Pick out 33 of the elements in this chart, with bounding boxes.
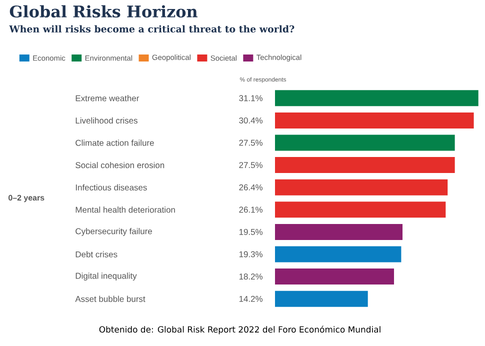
y-tick-label: Infectious diseases (76, 184, 147, 190)
data-label: 27.5% (239, 140, 263, 146)
bar (275, 157, 455, 174)
bar (275, 246, 402, 262)
data-label: 30.4% (239, 117, 263, 124)
text: Obtenido de: Global Risk Report 2022 del Foro Económico Mundial (99, 326, 380, 334)
y-tick-label: Climate action failure (76, 140, 154, 146)
data-label: 19.5% (239, 228, 263, 235)
y-tick-label: Mental health deterioration (76, 206, 175, 213)
text: When will risks become a critical threat to the world? (9, 25, 294, 33)
y-tick-label: Asset bubble burst (75, 296, 146, 302)
data-label: 31.1% (239, 95, 263, 102)
bar (275, 112, 474, 128)
y-tick-label: Extreme weather (76, 95, 140, 102)
y-tick-label: Livelihood crises (76, 117, 138, 124)
data-label: 26.1% (239, 206, 263, 213)
bar (275, 179, 448, 196)
y-tick-label: Social cohesion erosion (76, 162, 164, 168)
data-label: 19.3% (239, 251, 263, 258)
bar (275, 290, 368, 307)
y-tick-label: Cybersecurity failure (76, 228, 152, 236)
y-tick-label: Digital inequality (76, 272, 137, 280)
bar (275, 134, 455, 151)
bar (275, 90, 478, 106)
data-label: 26.4% (239, 184, 263, 190)
bar (275, 202, 446, 218)
text: Global Risks Horizon (10, 5, 198, 18)
bar (275, 224, 403, 240)
bar (275, 268, 394, 285)
data-label: 14.2% (239, 296, 263, 302)
data-label: 27.5% (239, 162, 263, 168)
data-label: 18.2% (239, 274, 263, 280)
y-tick-label: Debt crises (76, 251, 118, 258)
